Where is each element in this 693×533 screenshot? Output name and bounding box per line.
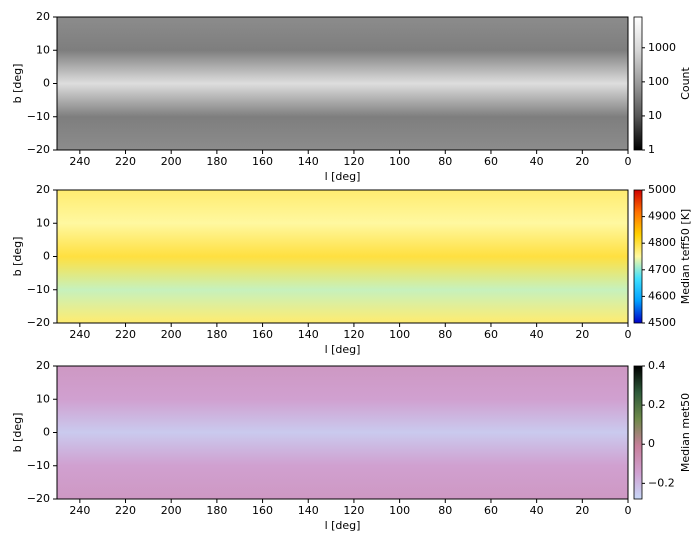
x-tick-label: 40	[530, 155, 544, 168]
colorbar-tick-label: 4800	[648, 236, 676, 249]
x-tick-label: 140	[298, 155, 319, 168]
heatmap-image	[57, 17, 628, 150]
heatmap-image	[57, 190, 628, 323]
colorbar-tick-label: 4600	[648, 289, 676, 302]
y-tick-label: −20	[27, 316, 50, 329]
x-tick-label: 160	[252, 328, 273, 341]
x-tick-label: 120	[343, 328, 364, 341]
colorbar	[633, 365, 643, 500]
y-tick-label: 0	[43, 426, 50, 439]
x-axis-label: l [deg]	[325, 519, 361, 532]
x-tick-label: 180	[206, 155, 227, 168]
x-tick-label: 200	[161, 155, 182, 168]
x-tick-label: 20	[575, 328, 589, 341]
x-tick-label: 240	[69, 504, 90, 517]
y-tick-label: 0	[43, 250, 50, 263]
x-tick-label: 160	[252, 504, 273, 517]
x-tick-label: 20	[575, 155, 589, 168]
x-tick-label: 60	[484, 504, 498, 517]
x-tick-label: 200	[161, 504, 182, 517]
y-tick-label: −10	[27, 110, 50, 123]
x-tick-label: 240	[69, 155, 90, 168]
x-tick-label: 160	[252, 155, 273, 168]
x-tick-label: 20	[575, 504, 589, 517]
y-axis-label: b [deg]	[11, 237, 24, 277]
x-tick-label: 100	[389, 328, 410, 341]
colorbar-tick-label: −0.2	[648, 476, 675, 489]
x-tick-label: 100	[389, 504, 410, 517]
colorbar	[633, 189, 643, 324]
x-tick-label: 220	[115, 504, 136, 517]
colorbar-tick-label: 5000	[648, 183, 676, 196]
x-tick-label: 200	[161, 328, 182, 341]
colorbar-label: Median met50	[679, 393, 692, 472]
colorbar-tick-label: 1000	[648, 41, 676, 54]
y-tick-label: 10	[36, 43, 50, 56]
colorbar-tick-label: 4900	[648, 210, 676, 223]
colorbar-tick-label: 4700	[648, 263, 676, 276]
y-tick-label: 20	[36, 10, 50, 23]
y-axis-label: b [deg]	[11, 413, 24, 453]
x-tick-label: 80	[438, 504, 452, 517]
colorbar-label: Count	[679, 66, 692, 99]
x-tick-label: 0	[625, 504, 632, 517]
x-tick-label: 60	[484, 328, 498, 341]
colorbar-tick-label: 100	[648, 75, 669, 88]
colorbar-tick-label: 0.4	[648, 359, 666, 372]
x-tick-label: 40	[530, 328, 544, 341]
y-tick-label: −10	[27, 459, 50, 472]
x-tick-label: 100	[389, 155, 410, 168]
x-tick-label: 120	[343, 155, 364, 168]
x-tick-label: 180	[206, 504, 227, 517]
y-tick-label: 10	[36, 392, 50, 405]
x-tick-label: 180	[206, 328, 227, 341]
x-tick-label: 120	[343, 504, 364, 517]
y-tick-label: −20	[27, 143, 50, 156]
y-tick-label: 0	[43, 77, 50, 90]
x-tick-label: 140	[298, 504, 319, 517]
x-tick-label: 220	[115, 155, 136, 168]
colorbar-tick-label: 4500	[648, 316, 676, 329]
colorbar-tick-label: 0.2	[648, 398, 666, 411]
x-tick-label: 80	[438, 155, 452, 168]
y-tick-label: 20	[36, 359, 50, 372]
y-tick-label: 20	[36, 183, 50, 196]
y-tick-label: −20	[27, 492, 50, 505]
y-axis-label: b [deg]	[11, 64, 24, 104]
x-tick-label: 0	[625, 328, 632, 341]
colorbar-tick-label: 1	[648, 143, 655, 156]
x-tick-label: 0	[625, 155, 632, 168]
x-tick-label: 60	[484, 155, 498, 168]
x-tick-label: 140	[298, 328, 319, 341]
x-axis-label: l [deg]	[325, 170, 361, 183]
y-tick-label: 10	[36, 216, 50, 229]
x-tick-label: 240	[69, 328, 90, 341]
y-tick-label: −10	[27, 283, 50, 296]
heatmap-image	[57, 366, 628, 499]
colorbar-label: Median teff50 [K]	[679, 209, 692, 304]
colorbar-tick-label: 10	[648, 109, 662, 122]
x-tick-label: 220	[115, 328, 136, 341]
x-tick-label: 40	[530, 504, 544, 517]
colorbar	[633, 16, 643, 151]
colorbar-tick-label: 0	[648, 437, 655, 450]
x-axis-label: l [deg]	[325, 343, 361, 356]
x-tick-label: 80	[438, 328, 452, 341]
